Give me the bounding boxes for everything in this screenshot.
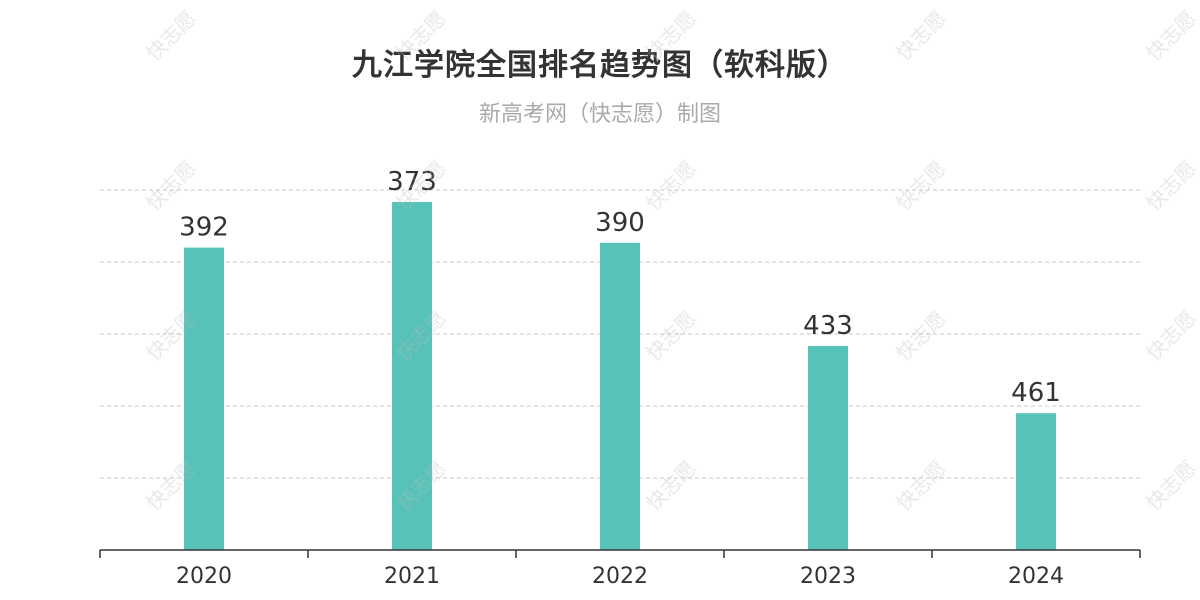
bars	[184, 202, 1056, 551]
data-labels: 392 373 390 433 461	[179, 167, 1061, 408]
chart-subtitle: 新高考网（快志愿）制图	[478, 102, 721, 127]
data-label-2021: 373	[387, 167, 437, 197]
data-label-2022: 390	[595, 208, 645, 238]
data-label-2020: 392	[179, 213, 229, 243]
bar-2022	[600, 242, 640, 551]
x-tick-label-2022: 2022	[592, 564, 648, 589]
chart-title: 九江学院全国排名趋势图（软科版）	[352, 48, 848, 83]
bar-2024	[1016, 413, 1056, 550]
x-axis: 2020 2021 2022 2023 2024	[99, 549, 1141, 589]
data-label-2023: 433	[803, 311, 853, 341]
x-tick-label-2024: 2024	[1008, 564, 1064, 589]
bar-2021	[392, 202, 432, 550]
data-label-2024: 461	[1011, 378, 1061, 408]
x-tick-label-2023: 2023	[800, 564, 856, 589]
x-tick-label-2021: 2021	[384, 564, 440, 589]
x-tick-label-2020: 2020	[176, 564, 232, 589]
bar-2023	[808, 346, 848, 550]
bar-2020	[184, 247, 224, 550]
